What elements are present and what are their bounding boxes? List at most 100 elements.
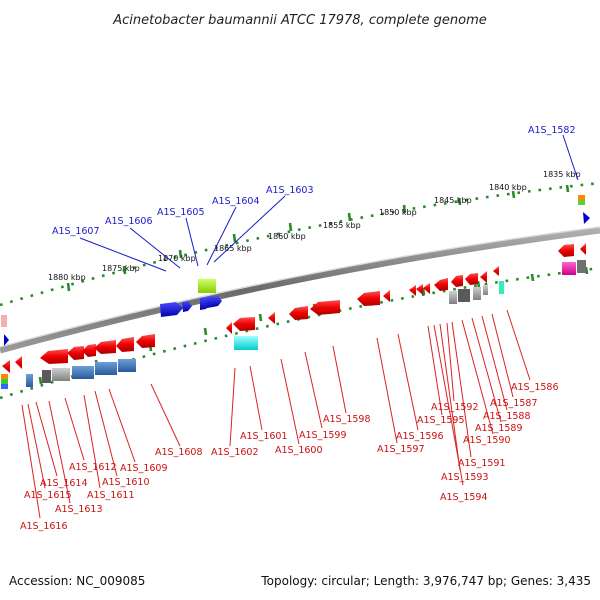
gene-block[interactable] bbox=[577, 260, 586, 273]
gene-block[interactable] bbox=[234, 336, 258, 350]
gene-arrow[interactable] bbox=[583, 212, 590, 224]
gene-arrow[interactable] bbox=[82, 344, 96, 357]
gene-block[interactable] bbox=[578, 200, 585, 205]
gene-block[interactable] bbox=[562, 262, 576, 275]
gene-label[interactable]: A1S_1589 bbox=[475, 423, 523, 434]
gene-label[interactable]: A1S_1601 bbox=[240, 431, 288, 442]
gene-block[interactable] bbox=[52, 368, 70, 381]
gene-arrow[interactable] bbox=[434, 278, 448, 291]
forward-strand-features bbox=[1, 195, 590, 346]
gene-label[interactable]: A1S_1588 bbox=[483, 411, 531, 422]
gene-label[interactable]: A1S_1600 bbox=[275, 445, 323, 456]
gene-arrow[interactable] bbox=[357, 291, 380, 306]
kbp-label: 1835 kbp bbox=[543, 170, 581, 179]
outer-major-ticks bbox=[66, 184, 570, 292]
gene-arrow[interactable] bbox=[136, 334, 155, 348]
genome-backbone bbox=[0, 226, 600, 354]
reverse-leader-lines bbox=[21, 309, 531, 519]
backbone-highlight bbox=[0, 226, 600, 348]
gene-block[interactable] bbox=[1, 315, 7, 327]
gene-block[interactable] bbox=[1, 379, 8, 384]
gene-arrow[interactable] bbox=[67, 346, 84, 360]
gene-arrow[interactable] bbox=[15, 356, 22, 369]
gene-label[interactable]: A1S_1611 bbox=[87, 490, 135, 501]
gene-arrow[interactable] bbox=[383, 290, 390, 302]
gene-label[interactable]: A1S_1607 bbox=[52, 226, 100, 237]
gene-arrow[interactable] bbox=[182, 301, 192, 312]
gene-block[interactable] bbox=[95, 362, 117, 375]
gene-block[interactable] bbox=[473, 287, 481, 300]
gene-arrow[interactable] bbox=[226, 322, 232, 334]
gene-label[interactable]: A1S_1612 bbox=[69, 462, 117, 473]
kbp-label: 1845 kbp bbox=[434, 196, 472, 205]
gene-arrow[interactable] bbox=[451, 275, 463, 287]
gene-label[interactable]: A1S_1606 bbox=[105, 216, 153, 227]
gene-block[interactable] bbox=[458, 289, 470, 302]
reverse-strand-features bbox=[1, 243, 586, 389]
gene-label[interactable]: A1S_1610 bbox=[102, 477, 150, 488]
gene-block[interactable] bbox=[499, 281, 504, 294]
gene-arrow[interactable] bbox=[233, 317, 255, 331]
gene-label[interactable]: A1S_1596 bbox=[396, 431, 444, 442]
kbp-label: 1850 kbp bbox=[379, 208, 417, 217]
gene-arrow[interactable] bbox=[268, 312, 275, 324]
gene-block[interactable] bbox=[42, 370, 51, 383]
gene-arrow[interactable] bbox=[289, 306, 308, 320]
gene-block[interactable] bbox=[578, 195, 585, 200]
gene-label[interactable]: A1S_1593 bbox=[441, 472, 489, 483]
forward-gene-labels: A1S_1582 A1S_1603 A1S_1604 A1S_1605 A1S_… bbox=[52, 125, 576, 237]
gene-label[interactable]: A1S_1609 bbox=[120, 463, 168, 474]
diagram-title: Acinetobacter baumannii ATCC 17978, comp… bbox=[112, 13, 487, 28]
gene-block[interactable] bbox=[198, 279, 216, 293]
gene-arrow[interactable] bbox=[493, 266, 499, 276]
gene-arrow[interactable] bbox=[409, 285, 416, 296]
gene-label[interactable]: A1S_1586 bbox=[511, 382, 559, 393]
gene-label[interactable]: A1S_1598 bbox=[323, 414, 371, 425]
gene-arrow[interactable] bbox=[310, 300, 340, 315]
kbp-label: 1860 kbp bbox=[268, 232, 306, 241]
gene-label[interactable]: A1S_1605 bbox=[157, 207, 205, 218]
gene-arrow[interactable] bbox=[2, 360, 10, 373]
gene-label[interactable]: A1S_1591 bbox=[458, 458, 506, 469]
gene-arrow[interactable] bbox=[213, 296, 222, 307]
gene-arrow[interactable] bbox=[4, 334, 9, 346]
gene-block[interactable] bbox=[118, 359, 136, 372]
gene-label[interactable]: A1S_1603 bbox=[266, 185, 314, 196]
gene-arrow[interactable] bbox=[465, 273, 478, 285]
gene-label[interactable]: A1S_1595 bbox=[417, 415, 465, 426]
gene-label[interactable]: A1S_1590 bbox=[463, 435, 511, 446]
gene-arrow[interactable] bbox=[423, 283, 430, 294]
gene-label[interactable]: A1S_1614 bbox=[40, 478, 88, 489]
gene-label[interactable]: A1S_1592 bbox=[431, 402, 479, 413]
gene-block[interactable] bbox=[483, 285, 488, 295]
gene-arrow[interactable] bbox=[116, 337, 134, 352]
gene-arrow[interactable] bbox=[160, 302, 183, 317]
gene-label[interactable]: A1S_1608 bbox=[155, 447, 203, 458]
gene-label[interactable]: A1S_1594 bbox=[440, 492, 488, 503]
gene-block[interactable] bbox=[26, 374, 33, 387]
gene-label[interactable]: A1S_1616 bbox=[20, 521, 68, 532]
gene-block[interactable] bbox=[1, 374, 8, 379]
accession-text: Accession: NC_009085 bbox=[9, 574, 145, 588]
gene-arrow[interactable] bbox=[558, 244, 574, 257]
gene-arrow[interactable] bbox=[416, 284, 423, 295]
gene-label[interactable]: A1S_1597 bbox=[377, 444, 425, 455]
gene-label[interactable]: A1S_1602 bbox=[211, 447, 259, 458]
gene-arrow[interactable] bbox=[40, 349, 68, 364]
gene-label[interactable]: A1S_1599 bbox=[299, 430, 347, 441]
gene-label[interactable]: A1S_1587 bbox=[490, 398, 538, 409]
kbp-label: 1870 kbp bbox=[158, 254, 196, 263]
gene-block[interactable] bbox=[1, 384, 8, 389]
gene-block[interactable] bbox=[449, 291, 457, 304]
gene-label[interactable]: A1S_1615 bbox=[24, 490, 72, 501]
gene-label[interactable]: A1S_1582 bbox=[528, 125, 576, 136]
gene-block[interactable] bbox=[72, 366, 94, 379]
gene-arrow[interactable] bbox=[94, 340, 116, 354]
gene-label[interactable]: A1S_1604 bbox=[212, 196, 260, 207]
gene-arrow[interactable] bbox=[480, 271, 487, 283]
gene-label[interactable]: A1S_1613 bbox=[55, 504, 103, 515]
forward-leader-lines bbox=[79, 134, 579, 272]
gene-arrow[interactable] bbox=[580, 243, 586, 255]
kbp-label: 1855 kbp bbox=[323, 221, 361, 230]
